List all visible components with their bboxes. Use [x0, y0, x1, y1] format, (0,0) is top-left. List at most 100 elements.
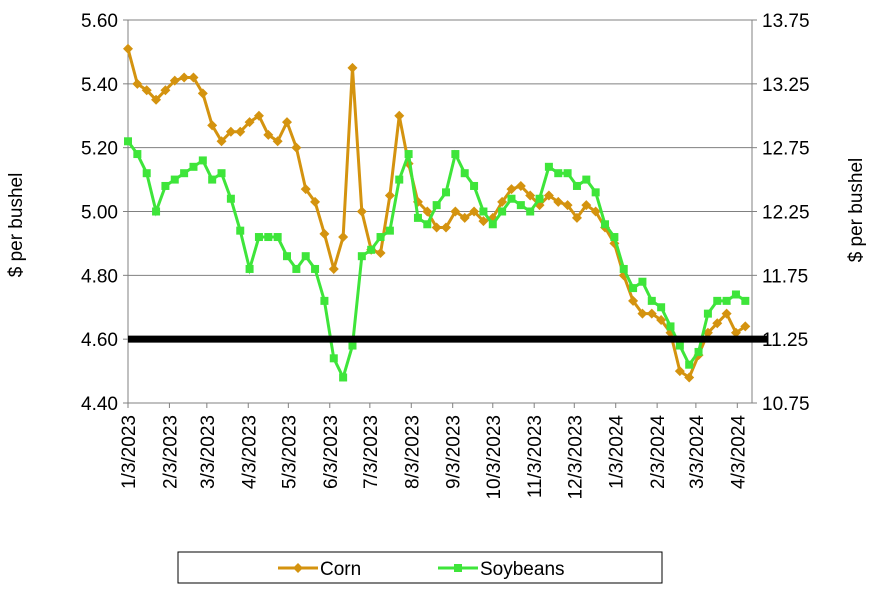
marker: [216, 136, 227, 147]
x-tick-label: 9/3/2023: [444, 415, 465, 489]
marker: [263, 129, 274, 140]
marker: [152, 207, 161, 216]
marker: [225, 126, 236, 137]
legend-label: Soybeans: [480, 559, 565, 580]
marker: [338, 232, 349, 243]
marker: [273, 233, 282, 242]
marker: [562, 200, 573, 211]
marker: [320, 296, 329, 305]
marker: [292, 264, 301, 273]
y2-tick-label: 13.25: [762, 75, 810, 96]
marker: [356, 206, 367, 217]
marker: [507, 194, 516, 203]
marker: [638, 277, 647, 286]
marker: [741, 296, 750, 305]
marker: [254, 233, 263, 242]
marker: [554, 169, 563, 178]
marker: [394, 110, 405, 121]
marker: [657, 303, 666, 312]
x-tick-label: 2/3/2023: [160, 415, 181, 489]
marker: [702, 327, 713, 338]
marker: [208, 175, 217, 184]
y-tick-label: 5.00: [81, 203, 118, 224]
marker: [515, 180, 526, 191]
marker: [404, 150, 413, 159]
marker: [656, 315, 667, 326]
marker: [470, 181, 479, 190]
marker: [590, 206, 601, 217]
x-tick-label: 5/3/2023: [279, 415, 300, 489]
marker: [563, 169, 572, 178]
marker: [235, 126, 246, 137]
marker: [207, 120, 218, 131]
marker: [629, 284, 638, 293]
marker: [160, 85, 171, 96]
marker: [188, 72, 199, 83]
marker: [722, 296, 731, 305]
marker: [619, 264, 628, 273]
legend-label: Corn: [320, 559, 361, 580]
marker: [488, 220, 497, 229]
legend-box: [177, 551, 663, 584]
marker: [384, 190, 395, 201]
x-tick-label: 7/3/2023: [361, 415, 382, 489]
x-tick-label: 3/3/2024: [687, 415, 708, 489]
marker: [293, 563, 303, 573]
y2-tick-label: 10.75: [762, 394, 810, 415]
marker: [423, 220, 432, 229]
marker: [180, 169, 189, 178]
marker: [571, 212, 582, 223]
x-tick-label: 11/3/2023: [525, 415, 546, 498]
marker: [283, 252, 292, 261]
marker: [367, 245, 376, 254]
marker: [301, 252, 310, 261]
marker: [535, 194, 544, 203]
x-tick-label: 8/3/2023: [402, 415, 423, 489]
marker: [431, 222, 442, 233]
marker: [685, 360, 694, 369]
marker: [526, 207, 535, 216]
marker: [582, 175, 591, 184]
y2-tick-label: 12.75: [762, 139, 810, 160]
marker: [497, 196, 508, 207]
marker: [141, 85, 152, 96]
marker: [189, 162, 198, 171]
x-tick-label: 6/3/2023: [321, 415, 342, 489]
marker: [498, 207, 507, 216]
marker: [451, 150, 460, 159]
x-tick-label: 1/3/2024: [607, 415, 628, 489]
marker: [572, 181, 581, 190]
marker: [339, 373, 348, 382]
marker: [244, 117, 255, 128]
marker: [161, 181, 170, 190]
marker: [712, 318, 723, 329]
marker: [730, 327, 741, 338]
series-line: [126, 48, 747, 380]
marker: [291, 142, 302, 153]
marker: [357, 252, 366, 261]
marker: [684, 372, 695, 383]
y-tick-label: 4.40: [81, 394, 118, 415]
marker: [581, 200, 592, 211]
marker: [628, 295, 639, 306]
marker: [469, 206, 480, 217]
marker: [740, 321, 751, 332]
marker: [479, 207, 488, 216]
marker: [525, 190, 536, 201]
y-tick-label: 5.40: [81, 75, 118, 96]
marker: [272, 136, 283, 147]
marker: [395, 175, 404, 184]
marker: [310, 196, 321, 207]
marker: [516, 201, 525, 210]
marker: [319, 228, 330, 239]
marker: [544, 162, 553, 171]
marker: [179, 72, 190, 83]
x-tick-label: 1/3/2023: [119, 415, 140, 489]
y2-tick-label: 12.25: [762, 203, 810, 224]
marker: [376, 233, 385, 242]
marker: [675, 341, 684, 350]
y-tick-label: 4.60: [81, 330, 118, 351]
marker: [454, 564, 462, 572]
marker: [347, 62, 358, 73]
